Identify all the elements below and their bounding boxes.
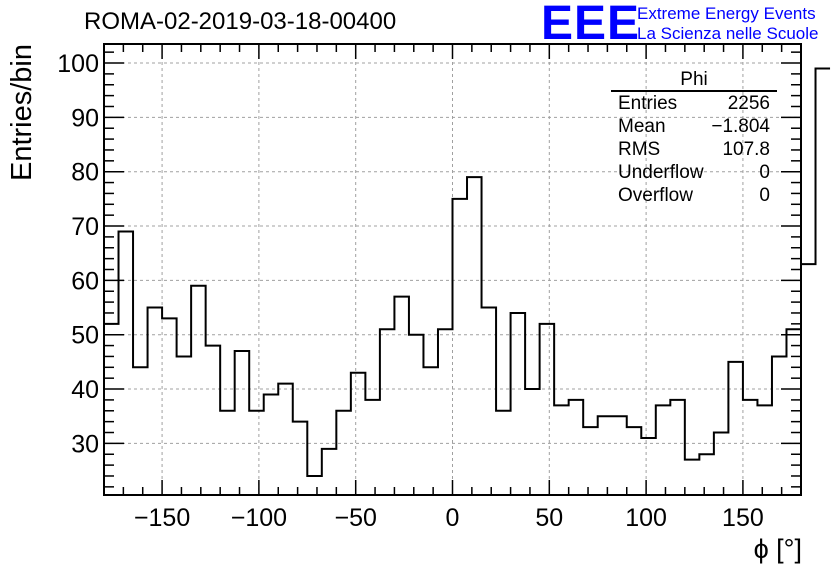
stats-box: Phi Entries 2256 Mean −1.804 RMS 107.8 U… <box>611 70 777 207</box>
stats-row-entries: Entries 2256 <box>611 92 777 115</box>
y-axis-tick-labels: 30 40 50 60 70 80 90 100 <box>57 50 99 458</box>
stats-value: 2256 <box>727 93 770 114</box>
stats-value: 0 <box>759 162 770 183</box>
stats-box-title: Phi <box>611 70 777 92</box>
eee-logo: EEE <box>541 0 641 50</box>
logo-subtitle-line2: La Scienza nelle Scuole <box>637 24 819 43</box>
y-tick-label: 60 <box>71 267 99 295</box>
x-tick-label: 50 <box>535 504 563 532</box>
stats-label: Underflow <box>618 162 704 183</box>
y-tick-label: 70 <box>71 213 99 241</box>
y-tick-label: 100 <box>57 50 99 78</box>
stats-label: Overflow <box>618 185 693 206</box>
x-tick-label: 100 <box>625 504 667 532</box>
stats-row-underflow: Underflow 0 <box>611 161 777 184</box>
y-tick-label: 90 <box>71 104 99 132</box>
stats-label: RMS <box>618 139 661 160</box>
logo-subtitle-line1: Extreme Energy Events <box>637 4 816 23</box>
x-axis-label: ϕ [°] <box>754 534 802 564</box>
x-tick-label: −150 <box>134 504 190 532</box>
stats-label: Entries <box>618 93 678 114</box>
y-tick-label: 80 <box>71 159 99 187</box>
stats-row-rms: RMS 107.8 <box>611 138 777 161</box>
axis-ticks <box>104 44 801 495</box>
y-tick-label: 40 <box>71 376 99 404</box>
chart-title: ROMA-02-2019-03-18-00400 <box>84 8 397 35</box>
histogram-series-phi <box>104 67 831 477</box>
x-tick-label: 150 <box>722 504 764 532</box>
x-tick-label: −50 <box>334 504 376 532</box>
stats-row-overflow: Overflow 0 <box>611 184 777 207</box>
y-tick-label: 50 <box>71 322 99 350</box>
stats-row-mean: Mean −1.804 <box>611 115 777 138</box>
x-tick-label: −100 <box>231 504 287 532</box>
y-axis-label: Entries/bin <box>6 44 38 181</box>
stats-label: Mean <box>618 116 666 137</box>
x-tick-label: 0 <box>446 504 460 532</box>
y-tick-label: 30 <box>71 430 99 458</box>
stats-value: 0 <box>759 185 770 206</box>
stats-value: −1.804 <box>711 116 770 137</box>
stats-value: 107.8 <box>722 139 770 160</box>
x-axis-tick-labels: −150 −100 −50 0 50 100 150 <box>134 504 764 532</box>
